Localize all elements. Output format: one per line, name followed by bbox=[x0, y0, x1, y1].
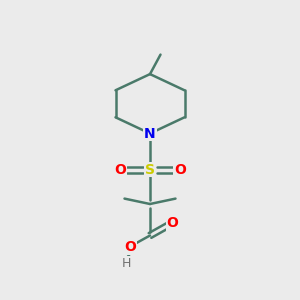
Text: O: O bbox=[124, 240, 136, 254]
Text: N: N bbox=[144, 127, 156, 140]
Text: S: S bbox=[145, 163, 155, 176]
Text: O: O bbox=[114, 163, 126, 176]
Text: H: H bbox=[122, 257, 132, 270]
Text: O: O bbox=[167, 216, 178, 230]
Text: O: O bbox=[174, 163, 186, 176]
